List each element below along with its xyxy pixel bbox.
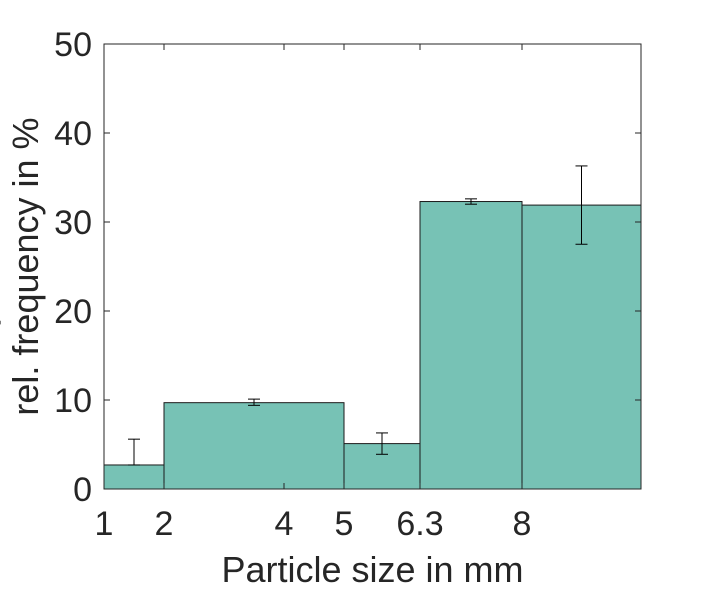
y-tick-label: 50 [54,26,92,64]
plot-frame [103,43,642,490]
bar-1 [103,464,165,490]
x-axis-label: Particle size in mm [221,549,523,590]
x-tick-label: 6.3 [396,505,443,543]
bar-5 [521,204,642,490]
y-axis: 0 10 20 30 40 50 [54,26,641,509]
bars-group [103,201,642,490]
bar-2 [163,402,345,490]
y-axis-label: rel. frequency in % [5,117,46,415]
y-tick-label: 0 [73,471,92,509]
x-tick-label: 1 [95,505,114,543]
y-tick-label: 20 [54,293,92,331]
x-axis: 1 2 4 5 6.3 8 [95,44,532,543]
bar-4 [419,201,523,490]
error-bars-group [0,165,588,466]
error-bar-1 [128,438,140,466]
x-tick-label: 2 [155,505,174,543]
error-bar-5 [575,165,588,245]
error-bar-4 [465,198,477,205]
y-tick-label: 30 [54,204,92,242]
x-tick-label: 5 [335,505,354,543]
y-tick-label: 10 [54,382,92,420]
error-bar-3 [376,432,388,455]
error-bar-2 [248,398,260,406]
y-tick-label: 40 [54,115,92,153]
x-tick-label: 8 [513,505,532,543]
x-tick-label: 4 [275,505,294,543]
